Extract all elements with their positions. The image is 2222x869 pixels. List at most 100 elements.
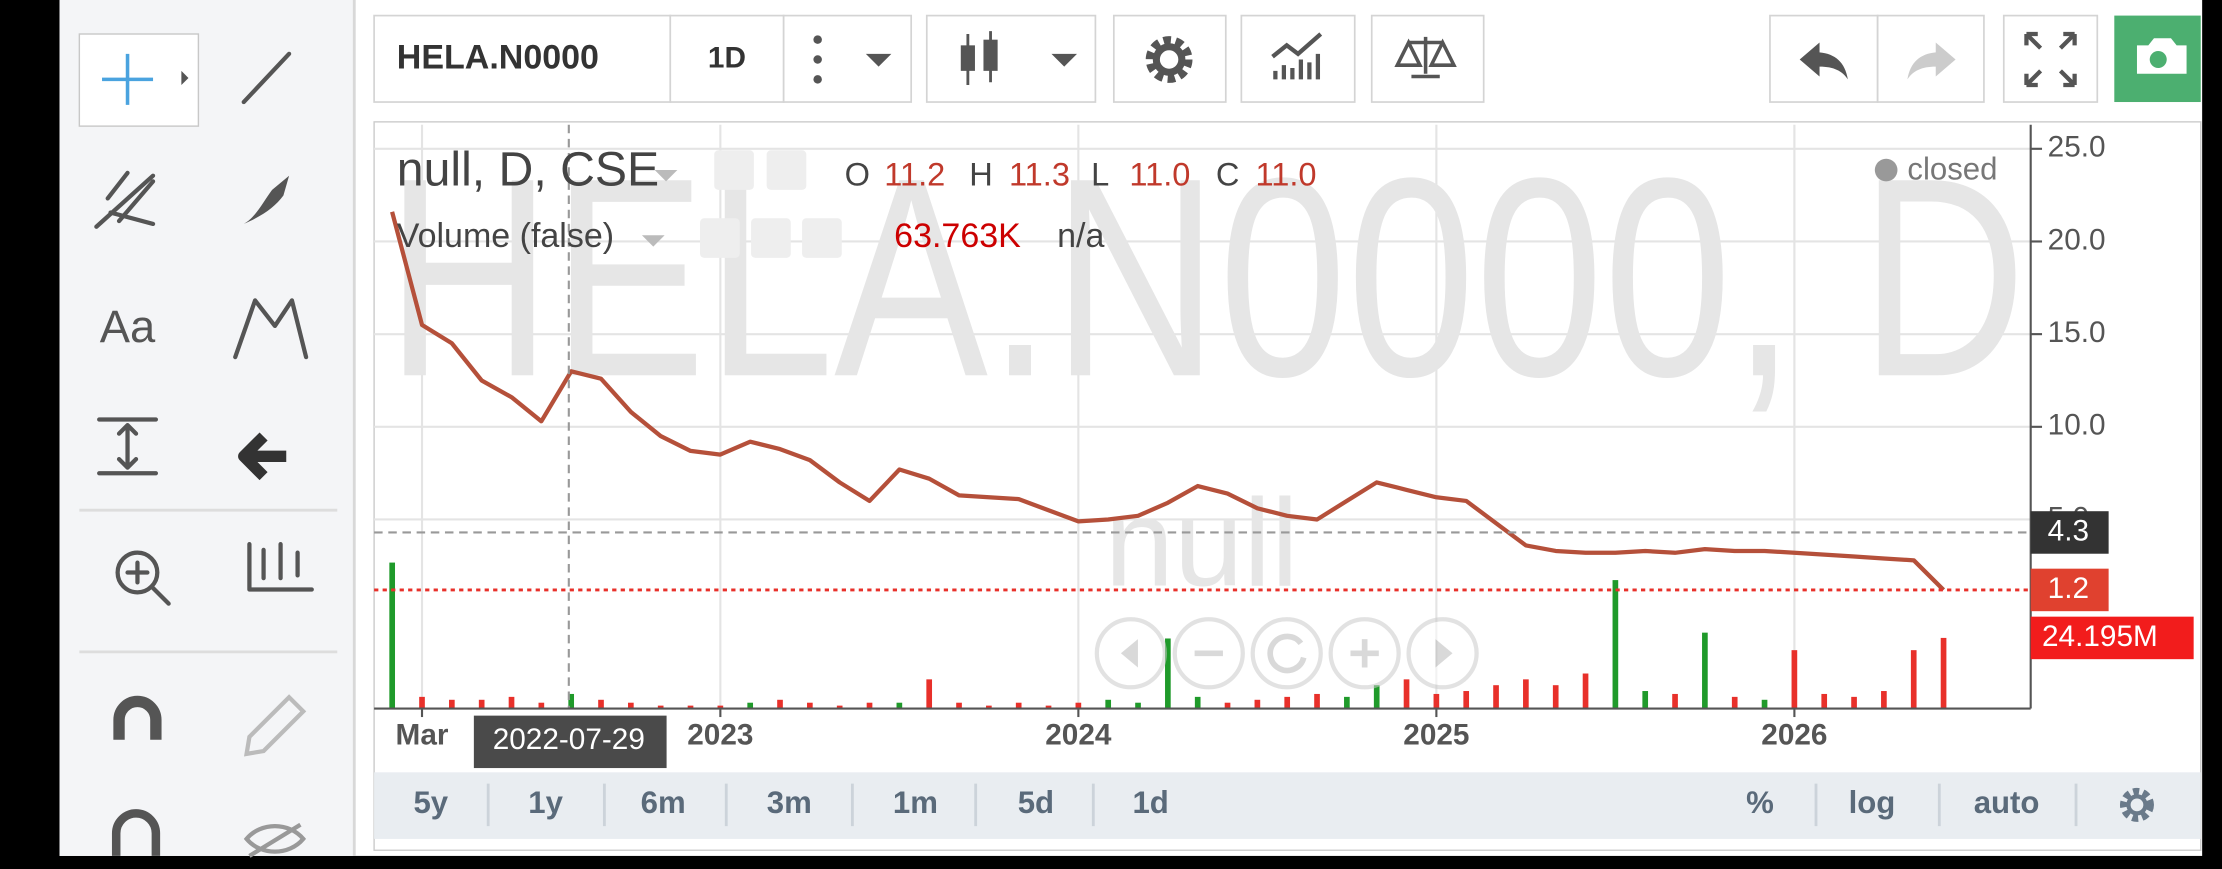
stay-drawing-tool[interactable] (243, 694, 307, 757)
scale-option[interactable]: auto (1974, 785, 2040, 820)
crosshair-price-box (2030, 511, 2109, 554)
volume-bar (657, 705, 664, 709)
volume-bar (1045, 705, 1052, 709)
range-button[interactable]: 5y (413, 785, 448, 820)
volume-title: Volume (false) (397, 217, 614, 255)
volume-bar (1731, 696, 1738, 709)
gear-icon (2126, 794, 2148, 816)
text-tool[interactable]: Aa (100, 301, 156, 352)
indicators-button[interactable] (1240, 14, 1356, 103)
crosshair-date-box (473, 715, 667, 769)
volume-bar (836, 705, 843, 709)
scale-option[interactable]: log (1849, 785, 1896, 820)
last-price-label: 1.2 (2048, 572, 2089, 605)
volume-bar (956, 702, 962, 709)
compare-button[interactable] (1370, 14, 1485, 103)
range-buttons: 5y 1y 6m 3m 1m 5d 1d% log auto (413, 783, 2078, 827)
close-button[interactable] (802, 218, 842, 258)
eye-button[interactable] (700, 218, 740, 258)
undo-button[interactable] (1769, 14, 1879, 103)
volume-bar (1910, 650, 1917, 709)
lock-tool[interactable] (111, 809, 161, 856)
range-button[interactable]: 3m (767, 785, 812, 820)
cross-tool[interactable] (78, 33, 200, 127)
reset-icon (1267, 633, 1307, 674)
interval-menu[interactable] (782, 14, 913, 103)
volume-bar (717, 705, 724, 709)
range-button[interactable]: 6m (641, 785, 686, 820)
price-line (390, 211, 1946, 592)
trend-line-tool[interactable] (241, 51, 292, 105)
pitchfork-tool[interactable] (94, 170, 156, 229)
scale-icon (1394, 36, 1457, 79)
volume-bar (926, 679, 933, 709)
interval-button[interactable]: 1D (669, 14, 785, 103)
volume-bar (538, 702, 545, 709)
button-frame (1240, 14, 1356, 103)
chart-style-button[interactable] (925, 14, 1097, 103)
bar-pattern-tool[interactable] (247, 542, 314, 592)
crosshair-price-label: 4.3 (2048, 514, 2089, 547)
zoom-tool[interactable] (115, 550, 171, 606)
symbol-button[interactable]: HELA.N0000 (373, 14, 672, 103)
last-volume-box (2030, 616, 2194, 660)
volume-bar (598, 699, 604, 709)
plus (1350, 639, 1379, 668)
eye-button[interactable] (714, 150, 754, 190)
settings-button[interactable] (751, 218, 791, 258)
x-tick-label: 2025 (1403, 719, 1469, 752)
fullscreen-icon (2024, 31, 2077, 88)
volume-bar (1314, 693, 1320, 709)
volume-bar (1552, 685, 1559, 709)
dropdown (641, 235, 665, 247)
scale-option[interactable]: % (1746, 785, 1774, 820)
ohlc-key: O (845, 156, 870, 193)
interval-text: 1D (708, 41, 746, 74)
magnet-tool[interactable] (113, 695, 162, 740)
x-tick-label: 2026 (1761, 719, 1827, 752)
chart-frame (373, 121, 2202, 851)
volume-bar (1493, 685, 1499, 709)
redo-button[interactable] (1876, 14, 1985, 103)
range-button[interactable]: 1m (893, 785, 938, 820)
volume-bar (1254, 699, 1261, 709)
volume-bar (1224, 702, 1231, 709)
y-tick-label: 25.0 (2048, 131, 2106, 164)
volume-bar (896, 702, 903, 709)
last-price-box (2030, 568, 2109, 612)
pattern-tool[interactable] (233, 298, 309, 360)
range-button[interactable]: 5d (1018, 785, 1054, 820)
volume-bar (1881, 691, 1887, 709)
candle-icon (983, 39, 998, 71)
brush-tool[interactable] (243, 175, 290, 224)
gear-teeth (2119, 787, 2154, 822)
volume-bar (1851, 696, 1857, 709)
remove-arrow-tool[interactable] (238, 432, 287, 481)
volume-bar (1940, 637, 1947, 709)
symbol-text: HELA.N0000 (397, 39, 599, 77)
fullscreen-button[interactable] (2002, 14, 2099, 103)
volume-bar (628, 702, 634, 709)
settings-button[interactable] (766, 150, 807, 190)
range-button[interactable]: 1y (528, 785, 563, 820)
volume-bar (777, 699, 783, 709)
hide-tool[interactable] (243, 822, 307, 858)
bottom-settings[interactable] (2119, 787, 2154, 822)
candle-icon (960, 45, 975, 71)
camera-lens (2149, 51, 2167, 69)
settings-button[interactable] (1112, 14, 1227, 103)
range-button[interactable]: 1d (1132, 785, 1168, 820)
market-status: closed (1907, 152, 1997, 187)
reset[interactable] (1250, 617, 1323, 690)
gear-icon (1152, 43, 1186, 76)
snapshot-button[interactable] (2114, 15, 2201, 103)
x-tick-label: 2024 (1045, 719, 1112, 752)
volume-bar (1075, 702, 1082, 709)
cross-icon (102, 53, 154, 105)
indicator-icon (1271, 32, 1323, 80)
dot (813, 35, 822, 44)
measure-tool[interactable] (97, 417, 159, 476)
volume-bar (747, 702, 754, 709)
zoom-handle (125, 560, 171, 606)
